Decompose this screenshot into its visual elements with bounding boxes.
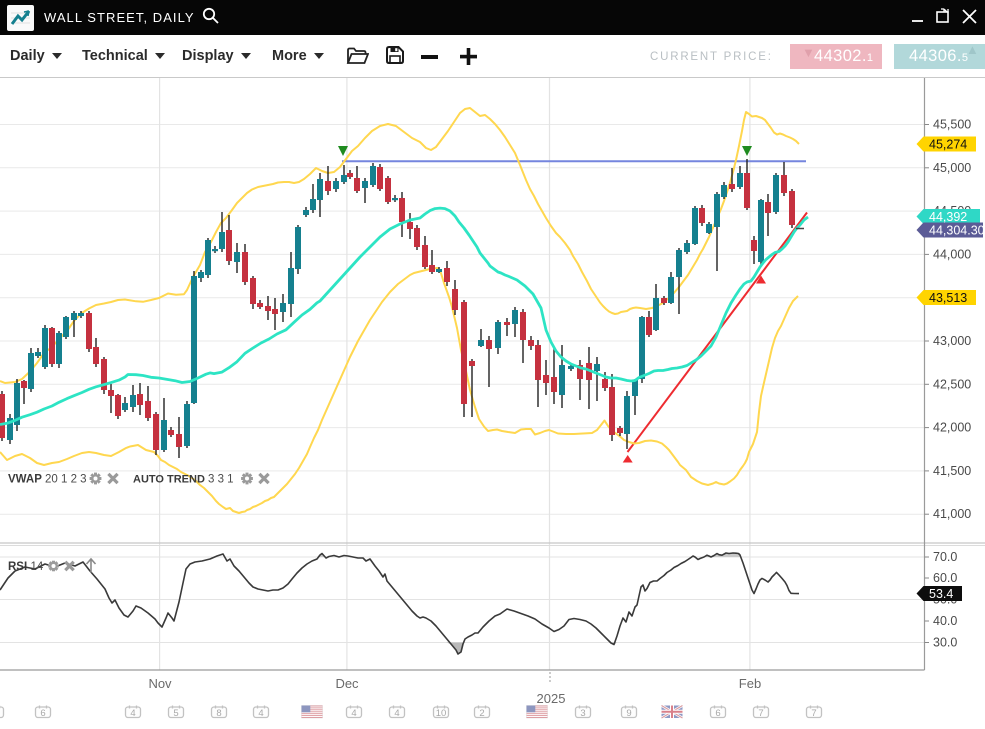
svg-text:Nov: Nov: [148, 676, 172, 691]
svg-text:5: 5: [173, 708, 178, 719]
svg-text:VWAP: VWAP: [8, 474, 42, 486]
svg-text:2025: 2025: [537, 691, 566, 706]
svg-text:4: 4: [351, 708, 356, 719]
svg-text:2: 2: [479, 708, 484, 719]
svg-text:4: 4: [130, 708, 135, 719]
svg-text:4: 4: [394, 708, 399, 719]
svg-text:45,500: 45,500: [933, 118, 971, 132]
svg-text:42,500: 42,500: [933, 377, 971, 391]
svg-text:8: 8: [216, 708, 221, 719]
svg-text:20 1 2 3: 20 1 2 3: [45, 474, 87, 486]
svg-text:Dec: Dec: [335, 676, 359, 691]
svg-text:43,000: 43,000: [933, 334, 971, 348]
svg-text:6: 6: [715, 708, 720, 719]
svg-text:30.0: 30.0: [933, 636, 957, 650]
svg-text:4: 4: [258, 708, 263, 719]
svg-text:44,392: 44,392: [929, 210, 967, 224]
svg-text:42,000: 42,000: [933, 421, 971, 435]
svg-text:45,000: 45,000: [933, 161, 971, 175]
svg-text:10: 10: [436, 708, 447, 719]
svg-text:40.0: 40.0: [933, 614, 957, 628]
svg-text:3: 3: [580, 708, 585, 719]
svg-text:9: 9: [626, 708, 631, 719]
svg-text:6: 6: [40, 708, 45, 719]
svg-text:AUTO TREND: AUTO TREND: [133, 474, 205, 486]
svg-text:44,304.30: 44,304.30: [929, 223, 985, 237]
svg-text:41,000: 41,000: [933, 507, 971, 521]
svg-text:70.0: 70.0: [933, 550, 957, 564]
svg-text:RSI: RSI: [8, 561, 27, 573]
svg-text:45,274: 45,274: [929, 137, 967, 151]
svg-text:7: 7: [811, 708, 816, 719]
svg-text:60.0: 60.0: [933, 571, 957, 585]
svg-text:41,500: 41,500: [933, 464, 971, 478]
svg-text:44,000: 44,000: [933, 247, 971, 261]
svg-text:7: 7: [758, 708, 763, 719]
svg-text:53.4: 53.4: [929, 587, 953, 601]
svg-text:43,513: 43,513: [929, 291, 967, 305]
svg-text:14: 14: [31, 561, 44, 573]
svg-text:Feb: Feb: [739, 676, 761, 691]
svg-text:3 3 1: 3 3 1: [208, 474, 234, 486]
